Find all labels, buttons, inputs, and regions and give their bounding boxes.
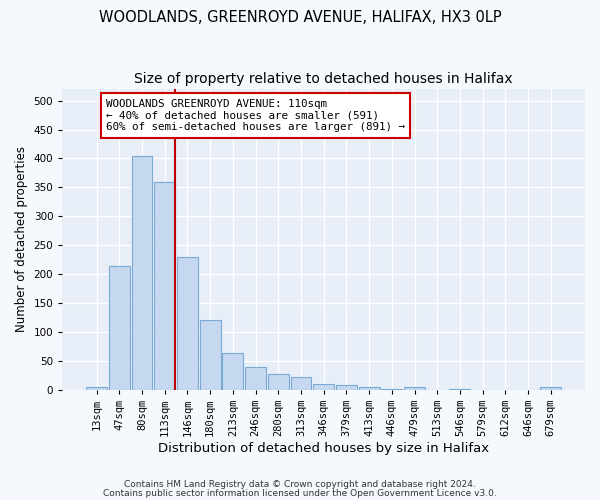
Bar [541, 387, 561, 390]
Bar [268, 374, 289, 390]
Bar [154, 182, 175, 390]
X-axis label: Distribution of detached houses by size in Halifax: Distribution of detached houses by size … [158, 442, 489, 455]
Text: WOODLANDS GREENROYD AVENUE: 110sqm
← 40% of detached houses are smaller (591)
60: WOODLANDS GREENROYD AVENUE: 110sqm ← 40%… [106, 99, 405, 132]
Bar [223, 354, 243, 390]
Bar [131, 156, 152, 390]
Bar [177, 257, 198, 390]
Bar [290, 377, 311, 390]
Text: Contains HM Land Registry data © Crown copyright and database right 2024.: Contains HM Land Registry data © Crown c… [124, 480, 476, 489]
Text: WOODLANDS, GREENROYD AVENUE, HALIFAX, HX3 0LP: WOODLANDS, GREENROYD AVENUE, HALIFAX, HX… [98, 10, 502, 25]
Bar [313, 384, 334, 390]
Title: Size of property relative to detached houses in Halifax: Size of property relative to detached ho… [134, 72, 513, 86]
Bar [245, 367, 266, 390]
Bar [382, 389, 402, 390]
Text: Contains public sector information licensed under the Open Government Licence v3: Contains public sector information licen… [103, 490, 497, 498]
Bar [200, 320, 221, 390]
Bar [336, 386, 357, 390]
Bar [109, 266, 130, 390]
Y-axis label: Number of detached properties: Number of detached properties [15, 146, 28, 332]
Bar [86, 387, 107, 390]
Bar [404, 387, 425, 390]
Bar [359, 387, 380, 390]
Bar [449, 389, 470, 390]
